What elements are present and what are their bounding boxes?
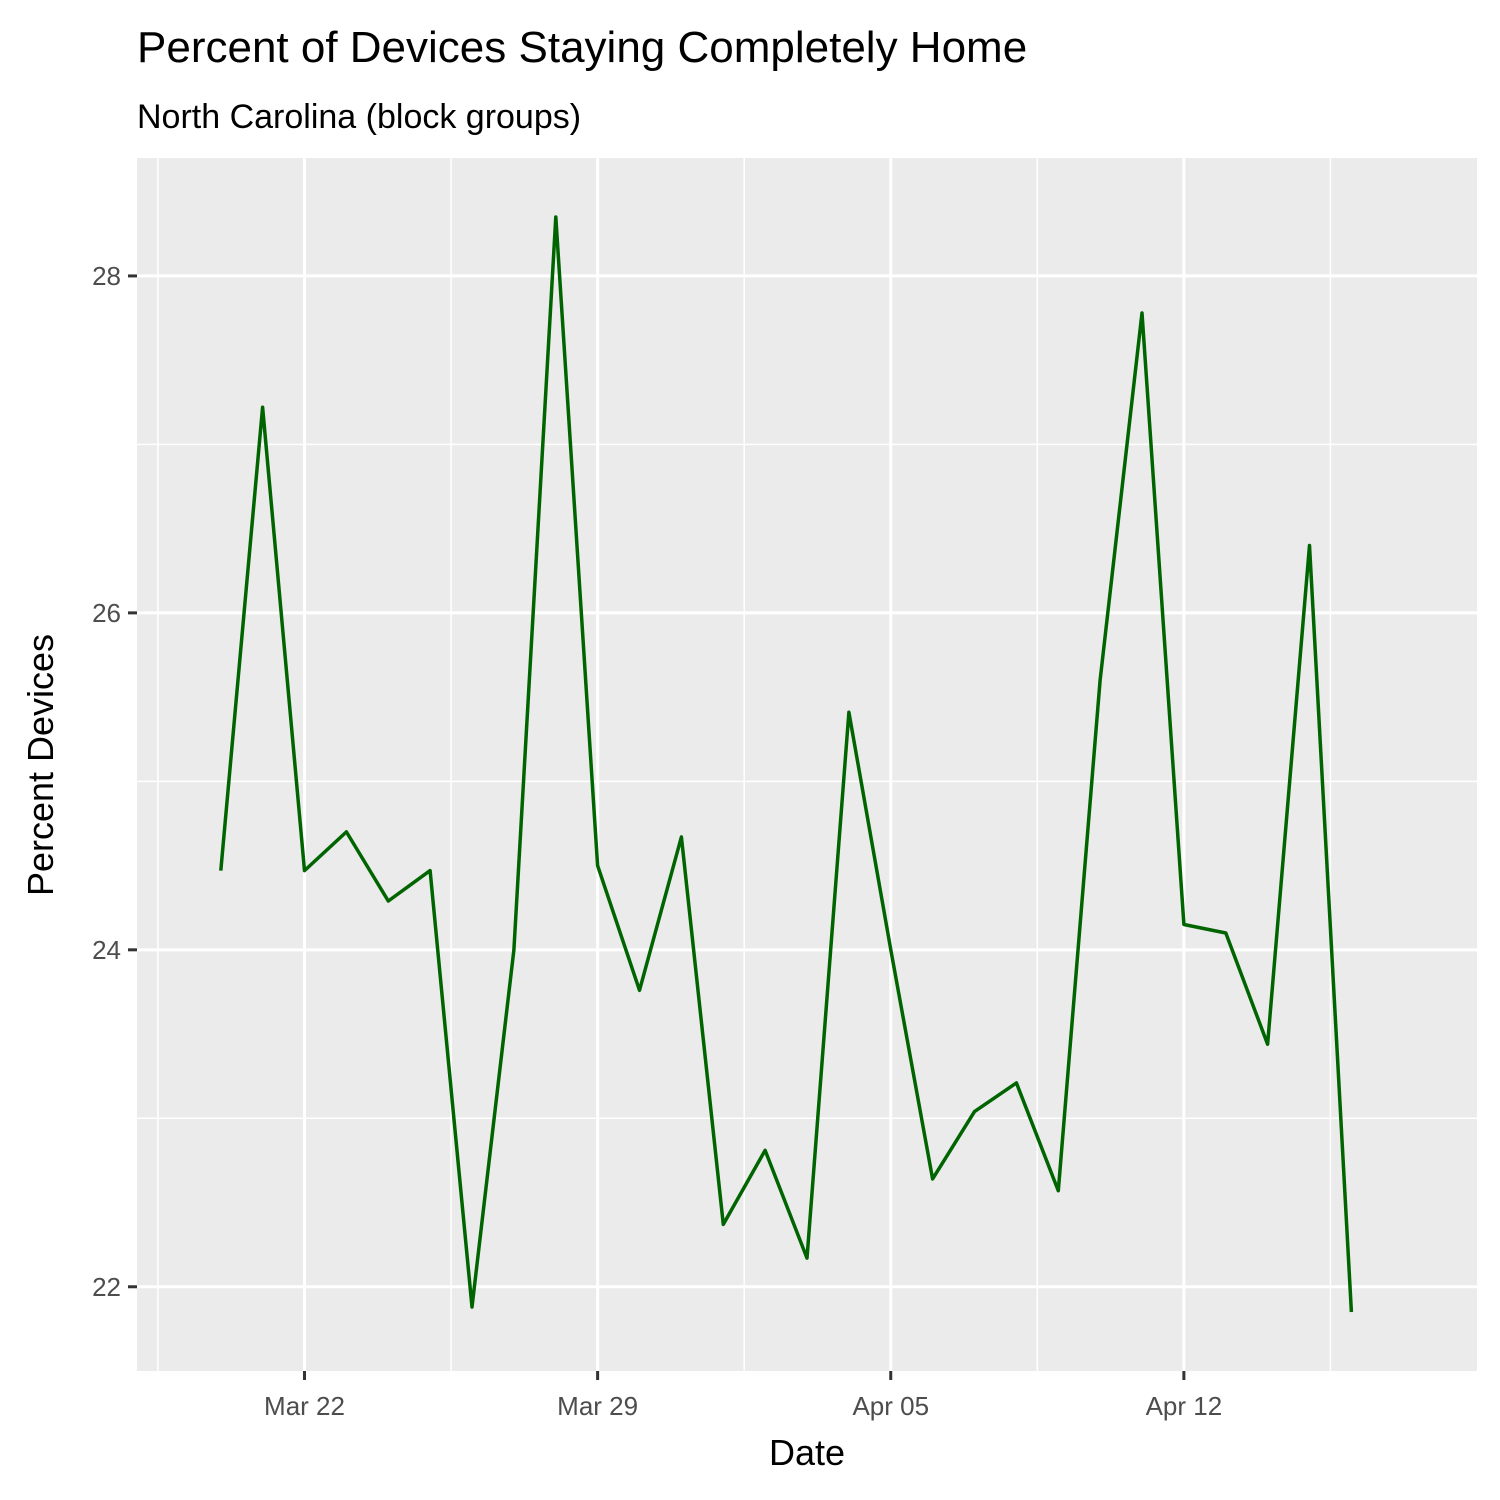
minor-gridlines [137, 158, 1477, 1371]
series-line [219, 215, 1354, 1313]
series-layer [219, 215, 1354, 1313]
y-tick-label: 26 [92, 598, 121, 628]
chart-title: Percent of Devices Staying Completely Ho… [137, 23, 1027, 72]
y-axis-title: Percent Devices [20, 634, 61, 896]
x-axis-title: Date [769, 1432, 845, 1473]
x-tick-label: Apr 05 [852, 1391, 929, 1421]
plot-panel [137, 158, 1477, 1371]
y-tick-label: 22 [92, 1272, 121, 1302]
x-tick-label: Mar 22 [264, 1391, 345, 1421]
y-tick-label: 28 [92, 261, 121, 291]
x-tick-label: Apr 12 [1146, 1391, 1223, 1421]
y-axis: 22 24 26 28 [92, 261, 137, 1302]
chart-subtitle: North Carolina (block groups) [137, 98, 581, 136]
x-axis: Mar 22 Mar 29 Apr 05 Apr 12 [264, 1371, 1222, 1421]
x-tick-label: Mar 29 [557, 1391, 638, 1421]
y-tick-label: 24 [92, 935, 121, 965]
major-gridlines [137, 158, 1477, 1371]
